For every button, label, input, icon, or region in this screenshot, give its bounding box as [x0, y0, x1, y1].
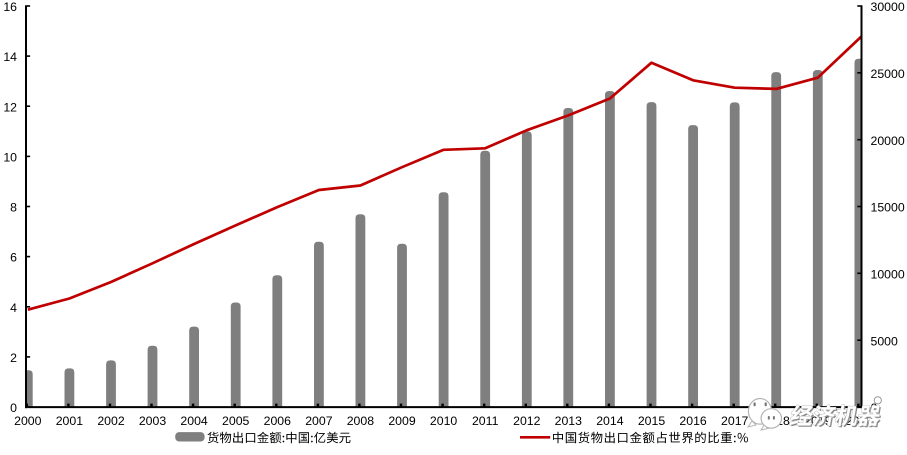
svg-text:10: 10: [3, 151, 17, 165]
svg-text:2014: 2014: [596, 414, 624, 428]
svg-text:5000: 5000: [871, 334, 899, 348]
svg-text:16: 16: [3, 0, 17, 14]
svg-text:12: 12: [3, 100, 17, 114]
svg-text:0: 0: [10, 401, 17, 415]
svg-text:2: 2: [10, 351, 17, 365]
svg-text:6: 6: [10, 251, 17, 265]
svg-text:2008: 2008: [347, 414, 375, 428]
svg-text:25000: 25000: [871, 67, 905, 81]
svg-text:14: 14: [3, 50, 17, 64]
svg-text:2002: 2002: [97, 414, 125, 428]
svg-text:2005: 2005: [222, 414, 250, 428]
svg-text:4: 4: [10, 301, 17, 315]
svg-text:10000: 10000: [871, 267, 905, 281]
svg-text:2009: 2009: [388, 414, 416, 428]
svg-text:2007: 2007: [305, 414, 333, 428]
svg-text:15000: 15000: [871, 201, 905, 215]
svg-text:2003: 2003: [139, 414, 167, 428]
svg-text:2006: 2006: [264, 414, 292, 428]
svg-text:2012: 2012: [513, 414, 541, 428]
svg-text:2011: 2011: [472, 414, 499, 428]
svg-text:2017: 2017: [721, 414, 749, 428]
svg-text:2000: 2000: [14, 414, 42, 428]
svg-text:2010: 2010: [430, 414, 458, 428]
svg-text:2004: 2004: [180, 414, 208, 428]
svg-text:8: 8: [10, 201, 17, 215]
svg-text:2015: 2015: [638, 414, 666, 428]
svg-text:30000: 30000: [871, 0, 905, 14]
svg-text:2001: 2001: [56, 414, 84, 428]
svg-text:2013: 2013: [555, 414, 583, 428]
svg-text:20000: 20000: [871, 134, 905, 148]
svg-text:2016: 2016: [679, 414, 707, 428]
